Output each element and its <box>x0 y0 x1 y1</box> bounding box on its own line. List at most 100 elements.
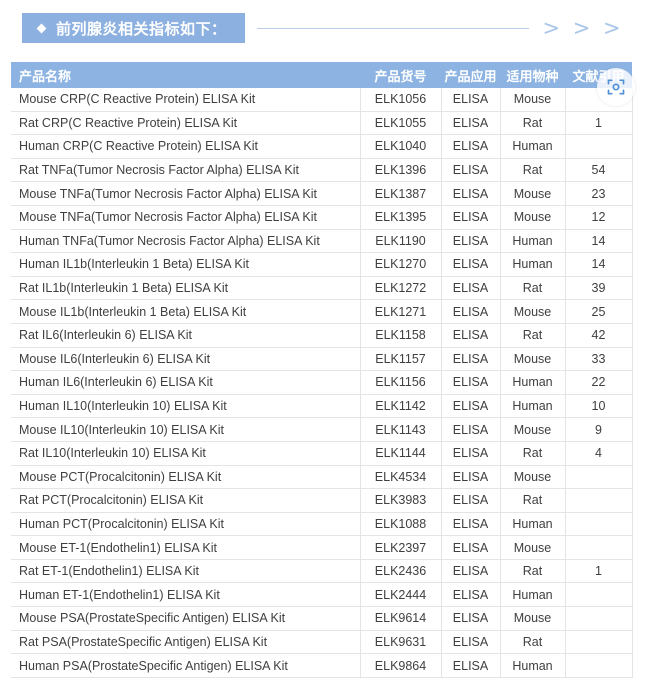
cell-cites: 42 <box>565 323 633 348</box>
table-row[interactable]: Rat PSA(ProstateSpecific Antigen) ELISA … <box>11 630 633 655</box>
cell-cites: 9 <box>565 417 633 442</box>
cell-name: Mouse PSA(ProstateSpecific Antigen) ELIS… <box>11 606 361 631</box>
cell-catalog: ELK2436 <box>360 559 442 584</box>
column-header-product-name[interactable]: 产品名称 <box>11 62 360 88</box>
table-row[interactable]: Rat TNFa(Tumor Necrosis Factor Alpha) EL… <box>11 158 633 183</box>
cell-species: Mouse <box>500 299 566 324</box>
table-row[interactable]: Mouse IL6(Interleukin 6) ELISA Kit ELK115… <box>11 347 633 372</box>
table-row[interactable]: Human IL1b(Interleukin 1 Beta) ELISA Kit… <box>11 252 633 277</box>
table-row[interactable]: Human IL6(Interleukin 6) ELISA Kit ELK115… <box>11 370 633 395</box>
table-row[interactable]: Mouse CRP(C Reactive Protein) ELISA Kit E… <box>11 88 633 112</box>
table-row[interactable]: Human TNFa(Tumor Necrosis Factor Alpha) … <box>11 229 633 254</box>
cell-name: Human TNFa(Tumor Necrosis Factor Alpha) … <box>11 229 361 254</box>
table-row[interactable]: Human PCT(Procalcitonin) ELISA Kit ELK108… <box>11 512 633 537</box>
cell-name: Human IL1b(Interleukin 1 Beta) ELISA Kit <box>11 252 361 277</box>
product-table-container: 产品名称 产品货号 产品应用 适用物种 文献引用 Mouse CRP(C Rea… <box>11 62 635 678</box>
cell-cites: 4 <box>565 441 633 466</box>
cell-app: ELISA <box>441 488 501 513</box>
cell-cites <box>565 535 633 560</box>
product-table: 产品名称 产品货号 产品应用 适用物种 文献引用 Mouse CRP(C Rea… <box>11 62 633 678</box>
column-header-catalog-number[interactable]: 产品货号 <box>360 62 441 88</box>
cell-species: Rat <box>500 276 566 301</box>
cell-name: Mouse ET-1(Endothelin1) ELISA Kit <box>11 535 361 560</box>
cell-species: Rat <box>500 559 566 584</box>
cell-catalog: ELK1040 <box>360 134 442 159</box>
table-row[interactable]: Rat IL10(Interleukin 10) ELISA Kit ELK114… <box>11 441 633 466</box>
scan-focus-icon <box>607 79 625 95</box>
table-row[interactable]: Rat CRP(C Reactive Protein) ELISA Kit ELK… <box>11 111 633 136</box>
cell-catalog: ELK1156 <box>360 370 442 395</box>
cell-catalog: ELK9864 <box>360 653 442 678</box>
cell-name: Human ET-1(Endothelin1) ELISA Kit <box>11 582 361 608</box>
table-row[interactable]: Mouse TNFa(Tumor Necrosis Factor Alpha) … <box>11 205 633 230</box>
table-row[interactable]: Rat IL6(Interleukin 6) ELISA Kit ELK1158 E… <box>11 323 633 348</box>
table-row[interactable]: Human IL10(Interleukin 10) ELISA Kit ELK1… <box>11 394 633 419</box>
cell-app: ELISA <box>441 606 501 631</box>
cell-cites: 1 <box>565 559 633 584</box>
cell-species: Mouse <box>500 535 566 560</box>
table-row[interactable]: Human CRP(C Reactive Protein) ELISA Kit E… <box>11 134 633 159</box>
cell-species: Human <box>500 512 566 537</box>
table-header-row: 产品名称 产品货号 产品应用 适用物种 文献引用 <box>11 62 632 88</box>
cell-cites: 25 <box>565 299 633 324</box>
table-row[interactable]: Mouse PCT(Procalcitonin) ELISA Kit ELK453… <box>11 465 633 490</box>
cell-species: Human <box>500 134 566 159</box>
table-row[interactable]: Human ET-1(Endothelin1) ELISA Kit ELK2444… <box>11 582 633 608</box>
cell-cites: 54 <box>565 158 633 183</box>
cell-cites: 12 <box>565 205 633 230</box>
cell-catalog: ELK9631 <box>360 630 442 655</box>
table-row[interactable]: Rat PCT(Procalcitonin) ELISA Kit ELK3983 E… <box>11 488 633 513</box>
table-row[interactable]: Mouse IL10(Interleukin 10) ELISA Kit ELK1… <box>11 417 633 442</box>
cell-catalog: ELK2397 <box>360 535 442 560</box>
cell-species: Rat <box>500 488 566 513</box>
cell-app: ELISA <box>441 394 501 419</box>
cell-app: ELISA <box>441 417 501 442</box>
column-header-species[interactable]: 适用物种 <box>500 62 565 88</box>
column-header-application[interactable]: 产品应用 <box>441 62 500 88</box>
cell-species: Human <box>500 370 566 395</box>
table-row[interactable]: Human PSA(ProstateSpecific Antigen) ELIS… <box>11 653 633 678</box>
cell-catalog: ELK1055 <box>360 111 442 136</box>
cell-species: Mouse <box>500 606 566 631</box>
heading-divider-rule <box>256 27 529 29</box>
cell-cites <box>565 653 633 678</box>
table-row[interactable]: Mouse PSA(ProstateSpecific Antigen) ELIS… <box>11 606 633 631</box>
cell-species: Rat <box>500 158 566 183</box>
cell-name: Rat PSA(ProstateSpecific Antigen) ELISA … <box>11 630 361 655</box>
cell-cites <box>565 488 633 513</box>
cell-app: ELISA <box>441 441 501 466</box>
table-row[interactable]: Mouse ET-1(Endothelin1) ELISA Kit ELK2397… <box>11 535 633 560</box>
cell-catalog: ELK1157 <box>360 347 442 372</box>
cell-catalog: ELK1142 <box>360 394 442 419</box>
table-row[interactable]: Rat IL1b(Interleukin 1 Beta) ELISA Kit EL… <box>11 276 633 301</box>
cell-catalog: ELK1088 <box>360 512 442 537</box>
table-row[interactable]: Mouse IL1b(Interleukin 1 Beta) ELISA Kit… <box>11 299 633 324</box>
more-chevrons-icon[interactable]: > > > <box>542 15 624 40</box>
cell-catalog: ELK1190 <box>360 229 442 254</box>
cell-cites <box>565 134 633 159</box>
cell-cites: 1 <box>565 111 633 136</box>
cell-name: Rat CRP(C Reactive Protein) ELISA Kit <box>11 111 361 136</box>
cell-cites: 14 <box>565 252 633 277</box>
cell-name: Mouse IL10(Interleukin 10) ELISA Kit <box>11 417 361 442</box>
cell-species: Rat <box>500 111 566 136</box>
cell-app: ELISA <box>441 512 501 537</box>
cell-cites: 33 <box>565 347 633 372</box>
cell-app: ELISA <box>441 276 501 301</box>
diamond-icon <box>36 23 47 33</box>
cell-catalog: ELK1144 <box>360 441 442 466</box>
table-header: 产品名称 产品货号 产品应用 适用物种 文献引用 <box>11 62 632 88</box>
cell-name: Rat TNFa(Tumor Necrosis Factor Alpha) EL… <box>11 158 361 183</box>
cell-app: ELISA <box>441 158 501 183</box>
cell-cites: 39 <box>565 276 633 301</box>
table-row[interactable]: Mouse TNFa(Tumor Necrosis Factor Alpha) … <box>11 181 633 206</box>
cell-app: ELISA <box>441 181 501 206</box>
cell-app: ELISA <box>441 252 501 277</box>
section-title-text: 前列腺炎相关指标如下： <box>56 20 227 38</box>
cell-cites <box>565 582 633 608</box>
cell-cites <box>565 512 633 537</box>
table-row[interactable]: Rat ET-1(Endothelin1) ELISA Kit ELK2436 EL… <box>11 559 633 584</box>
cell-name: Rat IL1b(Interleukin 1 Beta) ELISA Kit <box>11 276 361 301</box>
cell-species: Mouse <box>500 88 566 112</box>
scan-focus-button[interactable] <box>597 68 635 106</box>
